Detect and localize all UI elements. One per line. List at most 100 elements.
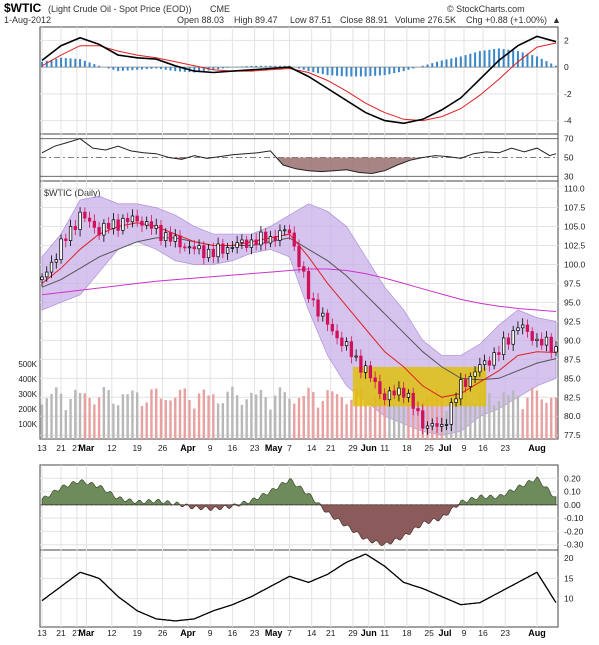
candle-body xyxy=(326,313,329,324)
price-tick-label: 82.5 xyxy=(564,392,581,402)
x-axis-label: 26 xyxy=(158,628,168,638)
adx-tick-label: 10 xyxy=(564,594,574,604)
ppo-tick-label: -0.30 xyxy=(564,540,584,550)
volume-bar xyxy=(107,390,109,439)
candle-body xyxy=(60,239,63,260)
candle-body xyxy=(174,236,177,242)
x-axis-label: 16 xyxy=(478,628,488,638)
macd-histogram-bar xyxy=(41,62,43,67)
macd-histogram-bar xyxy=(465,55,467,67)
macd-histogram-bar xyxy=(331,67,333,75)
volume-bar xyxy=(269,410,271,439)
macd-histogram-bar xyxy=(360,67,362,76)
volume-bar xyxy=(198,394,200,439)
volume-bar xyxy=(326,390,328,439)
macd-histogram-bar xyxy=(65,58,67,67)
macd-histogram-bar xyxy=(84,61,86,67)
candle-body xyxy=(298,246,301,267)
candle-body xyxy=(222,244,225,253)
volume-bar xyxy=(288,399,290,439)
candle-body xyxy=(250,240,253,248)
candle-body xyxy=(55,260,58,263)
candle-body xyxy=(288,230,291,233)
candle-body xyxy=(317,300,320,316)
x-axis-label: 23 xyxy=(501,443,511,453)
candle-body xyxy=(164,233,167,241)
candle-body xyxy=(483,361,486,365)
volume-tick-label: 500K xyxy=(18,360,37,369)
candle-body xyxy=(217,244,220,257)
x-axis-label: 25 xyxy=(424,443,434,453)
candle-body xyxy=(207,249,210,257)
volume-bar xyxy=(112,404,114,439)
candle-body xyxy=(264,232,267,243)
ppo-tick-label: -0.20 xyxy=(564,526,584,536)
candle-body xyxy=(369,366,372,378)
macd-histogram-bar xyxy=(374,67,376,76)
price-tick-label: 97.5 xyxy=(564,278,581,288)
volume-tick-label: 300K xyxy=(18,390,37,399)
volume-bar xyxy=(507,395,509,439)
volume-bar xyxy=(312,392,314,439)
volume-bar xyxy=(217,403,219,439)
x-axis-label: Apr xyxy=(180,628,196,638)
volume-bar xyxy=(284,392,286,439)
x-axis-label: 13 xyxy=(37,443,47,453)
candle-body xyxy=(417,408,420,410)
candle-body xyxy=(398,388,401,395)
macd-histogram-bar xyxy=(431,63,433,67)
volume-bar xyxy=(393,404,395,439)
macd-histogram-bar xyxy=(350,67,352,76)
change-up-arrow: ▲ xyxy=(552,15,561,25)
macd-histogram-bar xyxy=(541,59,543,67)
x-axis-label: May xyxy=(265,443,283,453)
x-axis-label: Mar xyxy=(78,628,95,638)
x-axis-label: 18 xyxy=(402,443,412,453)
macd-histogram-bar xyxy=(517,51,519,67)
x-axis-label: 9 xyxy=(462,443,467,453)
macd-histogram-bar xyxy=(355,67,357,76)
macd-histogram-bar xyxy=(150,67,152,69)
candle-body xyxy=(45,272,48,277)
macd-histogram-bar xyxy=(512,50,514,67)
volume-bar xyxy=(502,393,504,439)
rsi-tick-label: 50 xyxy=(564,153,574,163)
x-axis-label: Mar xyxy=(78,443,95,453)
volume-bar xyxy=(526,398,528,439)
quote-close: Close 88.91 xyxy=(340,15,388,25)
candle-body xyxy=(41,277,44,280)
macd-histogram-bar xyxy=(474,52,476,67)
volume-bar xyxy=(88,398,90,439)
x-axis-label: 9 xyxy=(462,628,467,638)
volume-bar xyxy=(498,401,500,439)
macd-histogram-bar xyxy=(488,50,490,67)
macd-histogram-bar xyxy=(403,67,405,71)
volume-bar xyxy=(84,393,86,439)
macd-histogram-bar xyxy=(446,59,448,67)
macd-histogram-bar xyxy=(450,58,452,67)
candle-body xyxy=(460,380,463,399)
x-axis-label: 16 xyxy=(228,628,238,638)
x-axis-label: 19 xyxy=(132,628,142,638)
x-axis-label: 16 xyxy=(228,443,238,453)
macd-histogram-bar xyxy=(60,58,62,67)
candle-body xyxy=(526,325,529,332)
candle-body xyxy=(88,218,91,221)
volume-bar xyxy=(350,400,352,439)
candle-body xyxy=(236,243,239,248)
candle-body xyxy=(455,399,458,403)
x-axis-label: 12 xyxy=(107,628,117,638)
candle-body xyxy=(107,223,110,228)
candle-body xyxy=(126,218,129,221)
macd-histogram-bar xyxy=(93,64,95,67)
candle-body xyxy=(474,372,477,376)
adx-tick-label: 20 xyxy=(564,553,574,563)
volume-bar xyxy=(174,398,176,439)
candle-body xyxy=(255,240,258,245)
candle-body xyxy=(469,376,472,386)
volume-bar xyxy=(469,402,471,439)
volume-bar xyxy=(146,402,148,439)
ppo-tick-label: 0.20 xyxy=(564,473,581,483)
x-axis-label: 13 xyxy=(37,628,47,638)
